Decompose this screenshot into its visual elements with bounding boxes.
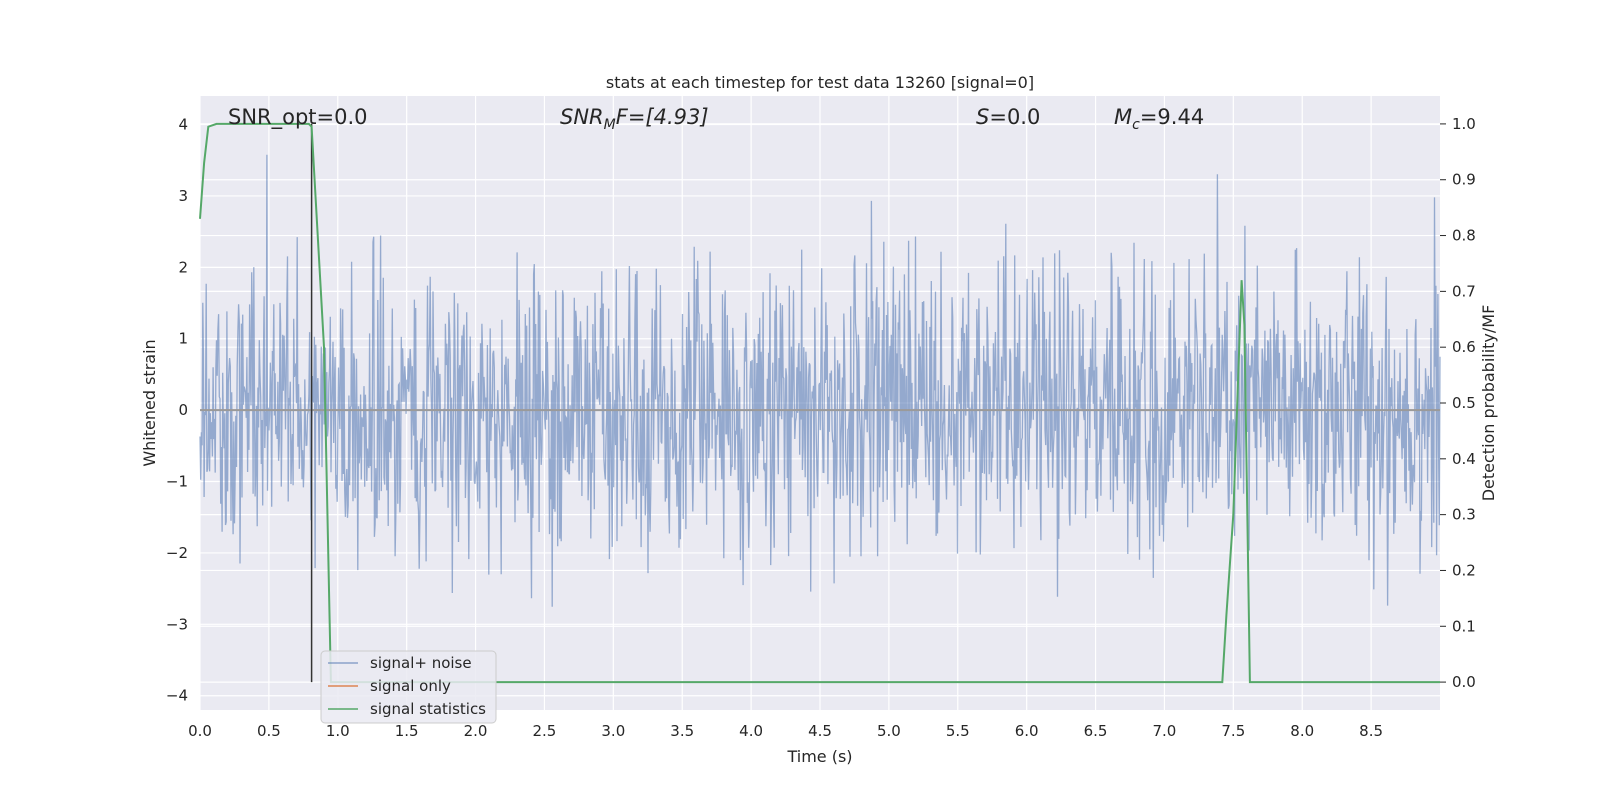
annotation-mc: Mc=9.44 xyxy=(1114,105,1204,133)
annotation-mc-sub: c xyxy=(1132,117,1140,133)
x-tick-label: 6.0 xyxy=(1015,722,1039,740)
annotation-snr-mf-base: SNR xyxy=(560,105,604,129)
x-tick-label: 8.5 xyxy=(1359,722,1383,740)
x-tick-label: 3.0 xyxy=(601,722,625,740)
legend-label-signal-noise: signal+ noise xyxy=(370,654,472,672)
x-tick-label: 7.0 xyxy=(1153,722,1177,740)
x-tick-labels: 0.0 0.5 1.0 1.5 2.0 2.5 3.0 3.5 4.0 4.5 5.0 5.5 6.0 6… xyxy=(188,722,1383,740)
y2-tick-label: 0.1 xyxy=(1452,617,1476,635)
y-tick-label: 2 xyxy=(178,258,188,276)
annotation-s-rest: =0.0 xyxy=(989,105,1040,129)
annotation-snr-opt: SNR_opt=0.0 xyxy=(228,105,368,130)
x-tick-label: 4.0 xyxy=(739,722,763,740)
x-tick-label: 6.5 xyxy=(1084,722,1108,740)
y2-tick-label: 0.0 xyxy=(1452,673,1476,691)
annotation-snr-mf: SNRMF=[4.93] xyxy=(560,105,709,133)
y-tick-label: −2 xyxy=(166,544,188,562)
y-tick-label: 3 xyxy=(178,187,188,205)
x-tick-label: 1.5 xyxy=(395,722,419,740)
y-tick-label: 0 xyxy=(178,401,188,419)
x-tick-label: 8.0 xyxy=(1290,722,1314,740)
y2-tick-label: 0.9 xyxy=(1452,171,1476,189)
x-tick-label: 2.5 xyxy=(533,722,557,740)
legend: signal+ noise signal only signal statist… xyxy=(320,650,497,724)
x-tick-label: 5.0 xyxy=(877,722,901,740)
y2-tick-label: 1.0 xyxy=(1452,115,1476,133)
x-tick-label: 1.0 xyxy=(326,722,350,740)
y-tick-label: 1 xyxy=(178,330,188,348)
annotation-s-base: S xyxy=(976,105,989,129)
x-tick-label: 5.5 xyxy=(946,722,970,740)
y2-tick-label: 0.8 xyxy=(1452,227,1476,245)
annotation-mc-base: M xyxy=(1114,105,1132,129)
y2-tick-label: 0.2 xyxy=(1452,561,1476,579)
legend-box xyxy=(320,650,497,724)
y-tick-labels: 4 3 2 1 0 −1 −2 −3 −4 xyxy=(166,116,188,705)
legend-label-signal-statistics: signal statistics xyxy=(370,700,486,718)
y-axis-label: Whitened strain xyxy=(140,339,159,466)
y-tick-label: −3 xyxy=(166,615,188,633)
y2-tick-label: 0.7 xyxy=(1452,282,1476,300)
annotation-mc-rest: =9.44 xyxy=(1140,105,1204,129)
y2-tick-label: 0.5 xyxy=(1452,394,1476,412)
y2-axis-label: Detection probability/MF xyxy=(1479,305,1498,502)
y-tick-label: 4 xyxy=(178,116,188,134)
y2-tick-labels: 1.0 0.9 0.8 0.7 0.6 0.5 0.4 0.3 0.2 0.1 0.0 xyxy=(1440,115,1476,691)
x-tick-label: 0.0 xyxy=(188,722,212,740)
annotation-snr-opt-text: SNR_opt=0.0 xyxy=(228,105,368,130)
y-tick-label: −1 xyxy=(166,473,188,491)
x-tick-label: 2.0 xyxy=(464,722,488,740)
y2-tick-label: 0.6 xyxy=(1452,338,1476,356)
legend-label-signal-only: signal only xyxy=(370,677,451,695)
x-tick-label: 0.5 xyxy=(257,722,281,740)
x-tick-label: 3.5 xyxy=(670,722,694,740)
series-signal-statistics-line xyxy=(199,122,1440,684)
y2-tick-label: 0.3 xyxy=(1452,506,1476,524)
annotation-snr-mf-rest: F=[4.93] xyxy=(616,105,709,129)
series-signal-noise-line xyxy=(199,154,1441,607)
x-axis-label: Time (s) xyxy=(786,747,852,766)
annotation-s: S=0.0 xyxy=(976,105,1040,129)
chart-title: stats at each timestep for test data 132… xyxy=(606,73,1034,92)
x-tick-label: 4.5 xyxy=(808,722,832,740)
x-tick-label: 7.5 xyxy=(1221,722,1245,740)
y2-tick-label: 0.4 xyxy=(1452,450,1476,468)
y-tick-label: −4 xyxy=(166,687,188,705)
annotation-snr-mf-sub: M xyxy=(604,117,616,133)
